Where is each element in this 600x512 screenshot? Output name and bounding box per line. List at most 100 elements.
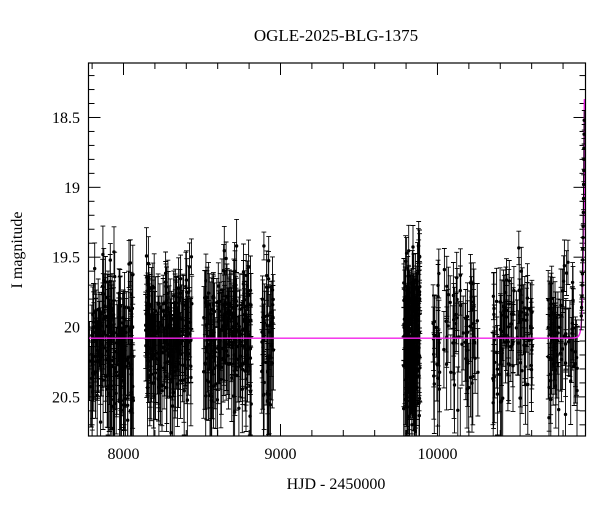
data-point: [184, 284, 188, 289]
data-point: [497, 372, 502, 377]
data-point: [246, 265, 251, 269]
data-point: [237, 324, 242, 329]
data-point: [120, 333, 125, 338]
data-point: [189, 364, 193, 368]
data-point: [178, 291, 182, 295]
data-point: [186, 330, 190, 335]
data-point: [559, 357, 564, 362]
data-point: [117, 291, 121, 295]
data-point: [507, 363, 511, 367]
y-tick-label: 19: [64, 180, 80, 197]
data-point: [227, 304, 232, 308]
data-point: [548, 356, 553, 360]
data-point: [504, 290, 508, 295]
data-point: [437, 271, 441, 276]
data-point: [509, 312, 514, 316]
y-axis-label: I magnitude: [9, 212, 26, 289]
data-point: [93, 266, 97, 271]
data-point: [525, 296, 530, 300]
data-point: [432, 382, 436, 386]
data-point: [267, 401, 271, 405]
data-point: [458, 288, 462, 293]
data-point: [471, 374, 475, 379]
data-point: [465, 330, 470, 334]
data-point: [185, 398, 190, 402]
data-point: [556, 325, 560, 329]
data-point: [569, 379, 573, 383]
data-point: [203, 296, 207, 300]
data-point: [237, 406, 241, 410]
data-point: [216, 346, 220, 350]
data-point: [106, 384, 110, 388]
data-point: [169, 431, 173, 435]
data-point: [148, 373, 152, 377]
data-point: [126, 418, 130, 422]
data-point: [582, 132, 586, 136]
data-point: [203, 301, 207, 305]
data-point: [166, 306, 170, 310]
data-point: [215, 300, 219, 305]
data-point: [404, 361, 408, 365]
data-point: [471, 281, 475, 286]
data-point: [526, 382, 530, 387]
data-point: [271, 297, 275, 302]
data-point: [549, 314, 553, 318]
data-point: [566, 260, 570, 264]
data-point: [452, 383, 457, 387]
data-point: [269, 356, 273, 360]
data-point: [563, 361, 568, 365]
data-point: [105, 295, 109, 300]
data-point: [156, 302, 160, 306]
y-tick-label: 20.5: [52, 389, 80, 406]
data-point: [436, 295, 440, 299]
error-bar: [414, 391, 419, 436]
data-point: [100, 284, 105, 288]
data-point: [110, 309, 114, 313]
data-point: [93, 370, 98, 374]
data-point: [119, 362, 123, 367]
data-point: [89, 385, 93, 389]
data-point: [234, 244, 239, 248]
data-point: [232, 353, 237, 357]
data-point: [146, 359, 151, 363]
data-point: [93, 309, 98, 314]
data-point: [89, 376, 94, 381]
data-point: [183, 340, 188, 345]
data-point: [230, 325, 234, 329]
data-point: [219, 377, 223, 382]
data-point: [144, 254, 149, 258]
data-point: [517, 246, 521, 250]
data-point: [184, 278, 189, 282]
data-point: [221, 356, 225, 361]
data-point: [451, 341, 455, 345]
data-point: [225, 295, 229, 299]
data-point: [111, 426, 115, 431]
data-point: [178, 277, 183, 281]
data-point: [472, 304, 476, 309]
data-point: [203, 362, 207, 366]
data-point: [500, 329, 504, 334]
data-point: [416, 323, 420, 328]
data-point: [261, 331, 266, 336]
x-tick-label: 9000: [264, 446, 296, 463]
data-point: [249, 303, 253, 307]
data-point: [407, 414, 411, 419]
data-point: [208, 393, 212, 398]
axis-tick-labels: 8000 9000 10000 18.5 19 19.5 20 20.5: [52, 110, 457, 463]
data-point: [468, 281, 473, 285]
data-point: [437, 341, 441, 345]
data-point: [491, 294, 496, 298]
x-tick-label: 10000: [417, 446, 457, 463]
data-point: [459, 437, 462, 440]
data-point: [581, 196, 586, 201]
data-point: [529, 324, 533, 328]
data-point: [495, 392, 500, 396]
data-point: [131, 398, 135, 403]
data-point: [115, 341, 119, 345]
data-point: [581, 182, 586, 187]
data-point: [216, 284, 220, 288]
y-tick-label: 19.5: [52, 250, 80, 267]
data-point: [224, 256, 228, 261]
data-point: [163, 349, 167, 353]
data-point: [178, 378, 183, 383]
